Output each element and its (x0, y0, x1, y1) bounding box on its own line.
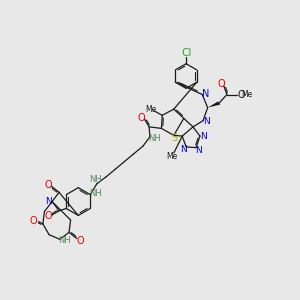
Text: O: O (218, 79, 225, 89)
Text: Me: Me (145, 105, 156, 114)
Text: O: O (44, 211, 52, 221)
Text: S: S (172, 134, 178, 143)
Text: N: N (45, 197, 52, 206)
Text: N: N (200, 132, 207, 141)
Text: O: O (30, 216, 38, 226)
Text: NH: NH (89, 189, 102, 198)
Text: O: O (238, 89, 245, 100)
Text: O: O (76, 236, 84, 246)
Text: N: N (202, 89, 209, 99)
Text: NH: NH (58, 236, 71, 244)
Text: N: N (180, 146, 186, 154)
Text: N: N (195, 146, 202, 155)
Text: O: O (138, 113, 145, 123)
Text: Me: Me (241, 90, 253, 99)
Text: Me: Me (166, 152, 177, 161)
Polygon shape (208, 101, 220, 108)
Text: N: N (203, 117, 210, 126)
Text: Cl: Cl (181, 48, 191, 58)
Text: NH: NH (89, 176, 102, 184)
Text: NH: NH (148, 134, 161, 143)
Text: O: O (44, 180, 52, 190)
